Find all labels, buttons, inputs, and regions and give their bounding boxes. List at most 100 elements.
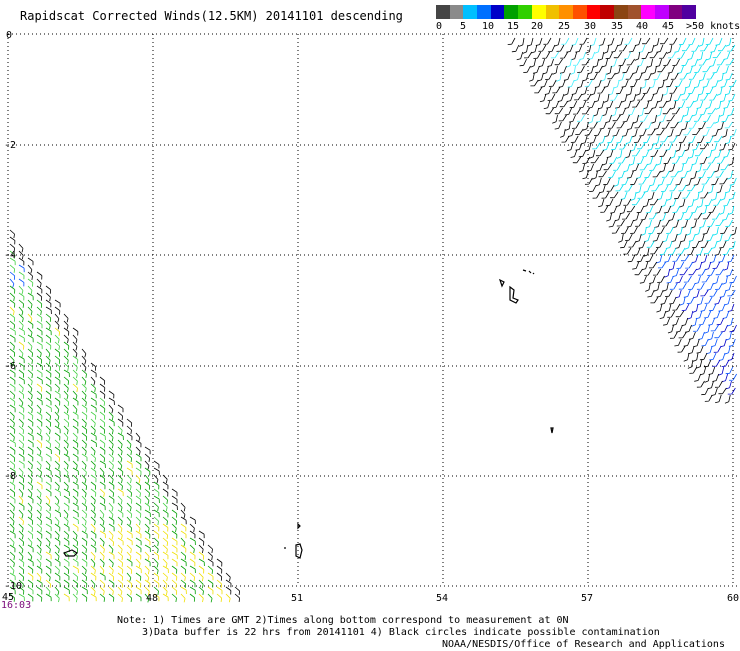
- wind-barb: [566, 44, 574, 53]
- wind-barb: [180, 502, 186, 512]
- wind-barb: [45, 327, 52, 336]
- wind-barb: [700, 142, 709, 150]
- wind-barb: [680, 233, 687, 243]
- wind-barb: [135, 565, 142, 574]
- wind-barb: [81, 390, 87, 400]
- wind-barb: [117, 432, 124, 441]
- wind-barb: [670, 170, 679, 178]
- wind-barb: [727, 44, 736, 52]
- time-label: 16:03: [1, 600, 32, 611]
- wind-barb: [718, 303, 726, 312]
- wind-barb: [54, 523, 61, 532]
- wind-barb: [613, 51, 623, 59]
- wind-barb: [681, 317, 689, 327]
- wind-barb: [162, 544, 168, 554]
- wind-barb: [90, 551, 96, 561]
- wind-barb: [599, 184, 606, 194]
- wind-barb: [45, 502, 51, 511]
- wind-barb: [108, 439, 114, 449]
- wind-barb: [637, 191, 646, 199]
- wind-barb: [117, 523, 123, 533]
- wind-barb: [712, 359, 721, 367]
- wind-barb: [691, 156, 699, 166]
- wind-barb: [207, 558, 214, 567]
- wind-barb: [162, 509, 169, 518]
- wind-barb: [618, 156, 627, 164]
- wind-barb: [189, 530, 196, 539]
- wind-barb: [560, 128, 566, 138]
- wind-barb: [612, 128, 620, 137]
- colorbar-label: 0: [436, 21, 443, 32]
- wind-barb: [649, 79, 656, 89]
- wind-barb: [556, 72, 562, 82]
- wind-barb: [687, 310, 694, 320]
- wind-barb: [699, 352, 708, 361]
- wind-barb: [18, 334, 25, 343]
- wind-barb: [606, 184, 615, 192]
- wind-barb: [566, 93, 574, 102]
- wind-barb: [644, 107, 654, 115]
- wind-barb: [603, 177, 611, 186]
- wind-barb: [90, 565, 96, 575]
- wind-barb: [554, 121, 562, 130]
- wind-barb: [36, 467, 42, 476]
- wind-barb: [564, 107, 573, 116]
- wind-barb: [9, 285, 16, 294]
- wind-barb: [659, 212, 667, 222]
- wind-barb: [108, 446, 114, 456]
- wind-barb: [117, 593, 123, 603]
- wind-barb: [63, 586, 70, 595]
- wind-barb: [630, 177, 638, 186]
- wind-barb: [606, 149, 614, 158]
- wind-barb: [702, 226, 710, 235]
- wind-barb: [36, 572, 42, 582]
- wind-barb: [18, 299, 24, 308]
- wind-barb: [18, 579, 24, 589]
- wind-barb: [198, 593, 204, 603]
- wind-barb: [63, 362, 69, 372]
- wind-barb: [45, 334, 52, 343]
- wind-barb: [725, 58, 734, 66]
- wind-barb: [180, 516, 187, 525]
- wind-barb: [613, 163, 621, 171]
- wind-barb: [81, 362, 87, 372]
- wind-barb: [27, 390, 33, 400]
- wind-barb: [135, 523, 141, 533]
- wind-barb: [609, 156, 618, 164]
- wind-barb: [664, 289, 673, 297]
- wind-barb: [216, 572, 223, 581]
- wind-barb: [605, 198, 614, 207]
- wind-barb: [27, 306, 33, 316]
- wind-barb: [117, 516, 123, 526]
- wind-barb: [715, 219, 724, 227]
- wind-barb: [637, 142, 646, 150]
- wind-barb: [72, 390, 78, 400]
- wind-barb: [54, 355, 61, 364]
- wind-barb: [90, 425, 96, 435]
- wind-barb: [162, 495, 168, 504]
- wind-barb: [153, 474, 159, 484]
- wind-barb: [27, 292, 34, 301]
- wind-barb: [81, 530, 88, 539]
- wind-barb: [729, 275, 737, 284]
- wind-barb: [706, 51, 713, 61]
- wind-barb: [701, 177, 710, 185]
- wind-barb: [72, 537, 78, 546]
- wind-barb: [63, 495, 70, 504]
- wind-barb: [678, 163, 685, 173]
- wind-barb: [728, 156, 735, 166]
- wind-barb: [552, 86, 561, 94]
- wind-barb: [660, 198, 668, 207]
- wind-barb: [108, 411, 114, 421]
- wind-barb: [117, 460, 123, 470]
- colorbar-segment: [613, 5, 628, 19]
- wind-barb: [681, 44, 691, 52]
- wind-barb: [644, 121, 652, 130]
- wind-barb: [723, 51, 731, 60]
- wind-barb: [728, 93, 736, 102]
- wind-barb: [723, 149, 731, 158]
- wind-barb: [634, 121, 643, 129]
- colorbar-label: 10: [482, 21, 495, 32]
- wind-barb: [690, 205, 699, 214]
- wind-barb: [703, 114, 711, 122]
